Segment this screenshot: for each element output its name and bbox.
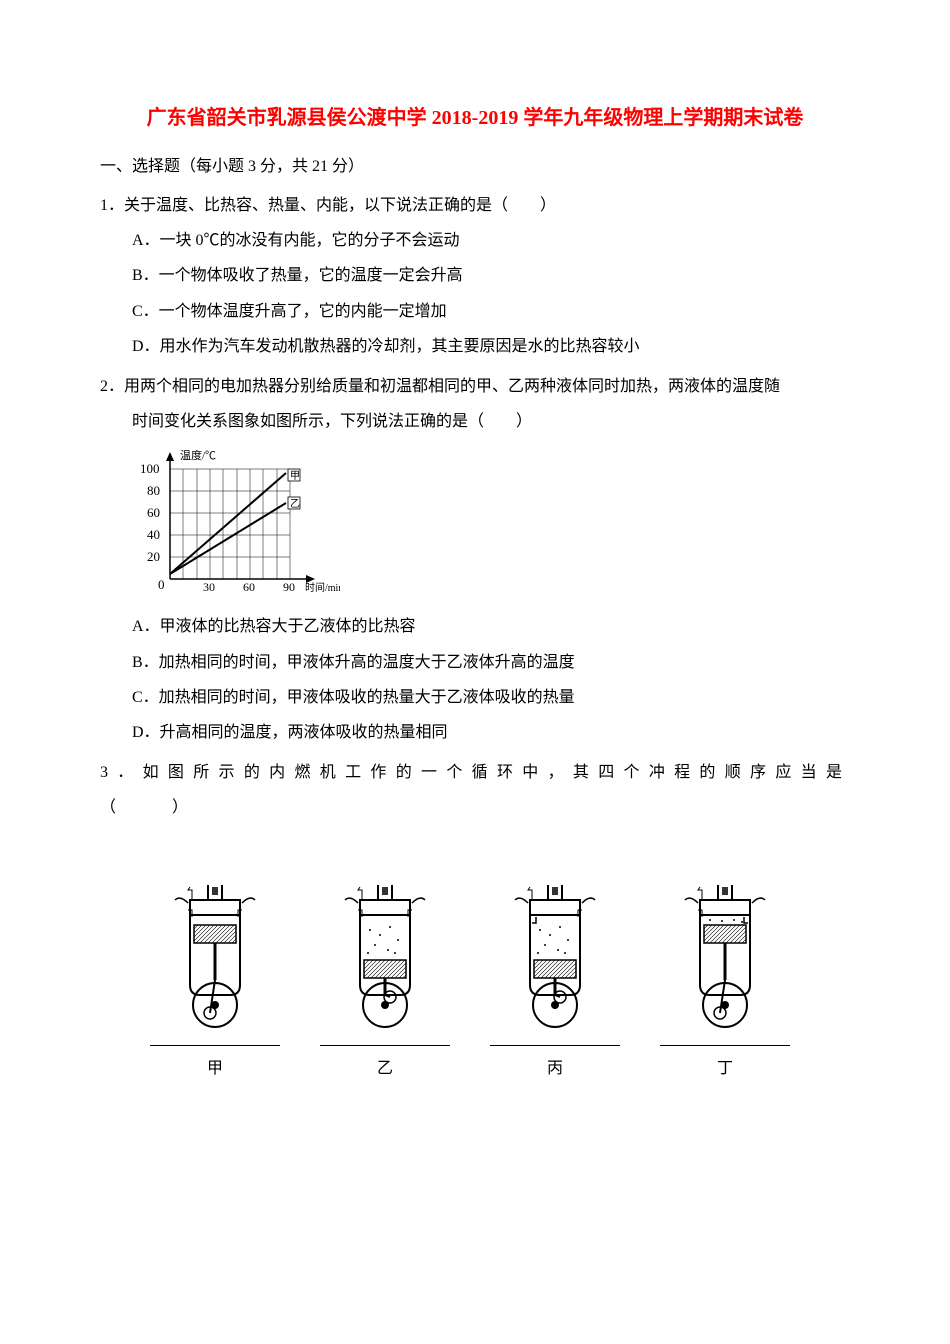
- exam-title: 广东省韶关市乳源县侯公渡中学 2018-2019 学年九年级物理上学期期末试卷: [100, 100, 850, 136]
- q2-option-a: A．甲液体的比热容大于乙液体的比热容: [100, 609, 850, 644]
- engine-label-jia: 甲: [150, 1045, 280, 1086]
- question-1: 1．关于温度、比热容、热量、内能，以下说法正确的是（ ） A．一块 0℃的冰没有…: [100, 188, 850, 364]
- engine-bing: 丙: [490, 885, 620, 1086]
- engine-icon-ding: [660, 885, 790, 1035]
- ytick-0: 0: [158, 577, 165, 592]
- engine-label-bing: 丙: [490, 1045, 620, 1086]
- section-header: 一、选择题（每小题 3 分，共 21 分）: [100, 151, 850, 183]
- q1-option-c: C．一个物体温度升高了，它的内能一定增加: [100, 294, 850, 329]
- engine-label-ding: 丁: [660, 1045, 790, 1086]
- y-axis-label: 温度/℃: [180, 449, 216, 462]
- ytick-20: 20: [147, 549, 160, 564]
- temperature-chart: 温度/℃ 100 80 60: [130, 449, 340, 599]
- q2-option-c: C．加热相同的时间，甲液体吸收的热量大于乙液体吸收的热量: [100, 680, 850, 715]
- q1-option-d: D．用水作为汽车发动机散热器的冷却剂，其主要原因是水的比热容较小: [100, 329, 850, 364]
- xtick-60: 60: [243, 580, 255, 594]
- question-3: 3．如图所示的内燃机工作的一个循环中，其四个冲程的顺序应当是（ ）: [100, 755, 850, 1087]
- q2-option-d: D．升高相同的温度，两液体吸收的热量相同: [100, 715, 850, 750]
- ytick-60: 60: [147, 505, 160, 520]
- q1-option-b: B．一个物体吸收了热量，它的温度一定会升高: [100, 258, 850, 293]
- engine-icon-jia: [150, 885, 280, 1035]
- engine-jia: 甲: [150, 885, 280, 1086]
- ytick-40: 40: [147, 527, 160, 542]
- q2-text-line1: 2．用两个相同的电加热器分别给质量和初温都相同的甲、乙两种液体同时加热，两液体的…: [100, 369, 850, 404]
- x-axis-label: 时间/min: [305, 581, 340, 594]
- series-label-yi: 乙: [290, 498, 300, 510]
- engine-ding: 丁: [660, 885, 790, 1086]
- series-label-jia: 甲: [290, 471, 300, 482]
- engine-yi: 乙: [320, 885, 450, 1086]
- ytick-80: 80: [147, 483, 160, 498]
- engine-diagram: 甲: [150, 885, 850, 1086]
- q3-text: 3．如图所示的内燃机工作的一个循环中，其四个冲程的顺序应当是（ ）: [100, 755, 850, 825]
- q2-option-b: B．加热相同的时间，甲液体升高的温度大于乙液体升高的温度: [100, 645, 850, 680]
- question-2: 2．用两个相同的电加热器分别给质量和初温都相同的甲、乙两种液体同时加热，两液体的…: [100, 369, 850, 750]
- q2-chart: 温度/℃ 100 80 60: [130, 449, 850, 599]
- xtick-90: 90: [283, 580, 295, 594]
- engine-label-yi: 乙: [320, 1045, 450, 1086]
- q2-text-line2: 时间变化关系图象如图所示，下列说法正确的是（ ）: [100, 404, 850, 439]
- xtick-30: 30: [203, 580, 215, 594]
- ytick-100: 100: [140, 461, 160, 476]
- q1-option-a: A．一块 0℃的冰没有内能，它的分子不会运动: [100, 223, 850, 258]
- engine-icon-yi: [320, 885, 450, 1035]
- q1-text: 1．关于温度、比热容、热量、内能，以下说法正确的是（ ）: [100, 188, 850, 223]
- engine-icon-bing: [490, 885, 620, 1035]
